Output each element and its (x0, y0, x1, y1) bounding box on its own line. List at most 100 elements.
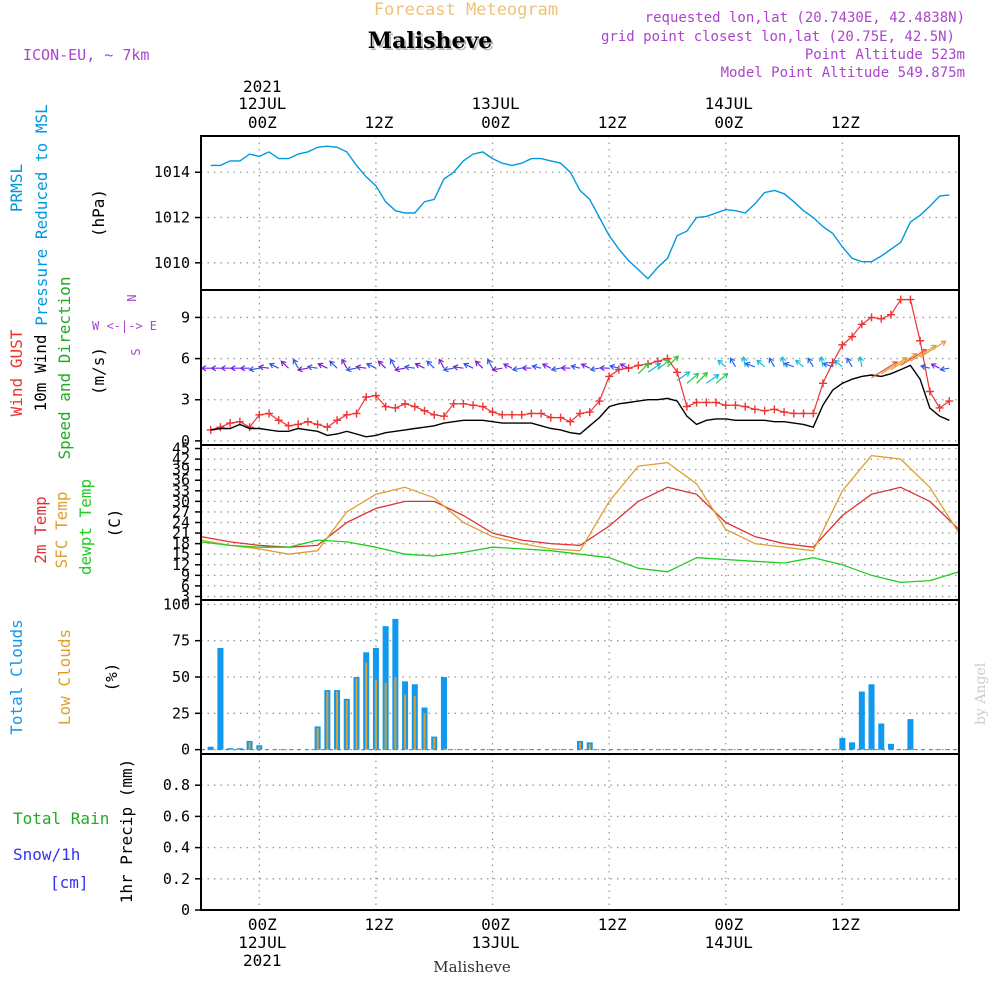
gust-marker (838, 340, 847, 349)
gust-marker (857, 320, 866, 329)
gust-marker (750, 405, 759, 414)
gust-marker (585, 408, 594, 417)
sfc-temp-label: SFC Temp (52, 491, 71, 568)
gust-marker (420, 406, 429, 415)
wind-direction-arrow (939, 366, 950, 373)
snow-label: Snow/1h (13, 845, 80, 864)
wind-direction-arrow (857, 355, 864, 367)
gust-marker (274, 416, 283, 425)
total-cloud-bar (839, 738, 846, 750)
gust-marker (216, 423, 225, 432)
compass-west-east: W <-|-> E (92, 319, 157, 333)
top-hour-label: 00Z (714, 113, 743, 132)
gust-marker (935, 403, 944, 412)
wind-direction-arrow (619, 363, 629, 369)
gust-marker (634, 361, 643, 370)
wind-direction-arrow (676, 371, 691, 381)
wind-direction-arrow (818, 355, 825, 367)
wind-direction-arrow (491, 366, 503, 373)
low-cloud-bar (588, 743, 591, 750)
top-day-label: 13JUL (471, 94, 519, 113)
wind-direction-arrow (833, 359, 843, 368)
panel-frame (200, 753, 960, 911)
wind-direction-arrow (341, 358, 348, 369)
bottom-hour-label: 00Z (714, 915, 743, 934)
gust-marker (546, 413, 555, 422)
wind-direction-arrow (414, 362, 425, 369)
bottom-hour-label: 12Z (364, 915, 393, 934)
low-clouds-label: Low Clouds (55, 629, 74, 725)
precip-unit: 1hr Precip (mm) (117, 759, 136, 904)
low-cloud-bar (413, 695, 416, 750)
wind-direction-arrow (550, 366, 561, 373)
wind-direction-arrow (608, 363, 620, 370)
gust-marker (323, 423, 332, 432)
gust-marker (439, 412, 448, 421)
low-cloud-bar (384, 682, 387, 750)
gust-marker (410, 402, 419, 411)
wind-direction-arrow (560, 364, 571, 372)
gust-marker (741, 402, 750, 411)
y-tick-label: 24 (172, 514, 190, 532)
gust-marker (478, 402, 487, 411)
y-tick-label: 0.8 (163, 776, 190, 794)
wind-direction-arrow (394, 366, 406, 373)
gust-marker (255, 410, 264, 419)
model-point-altitude: Model Point Altitude 549.875m (721, 65, 965, 81)
gust-marker (916, 336, 925, 345)
wind-direction-arrow (329, 360, 338, 369)
top-day-label: 14JUL (705, 94, 753, 113)
y-tick-label: 21 (172, 524, 190, 542)
wind-direction-arrow (919, 363, 930, 370)
credit: by Angel (973, 662, 989, 725)
y-tick-label: 75 (172, 632, 190, 650)
y-tick-label: 100 (163, 595, 190, 613)
gust-marker (906, 295, 915, 304)
top-hour-label: 12Z (598, 113, 627, 132)
gust-marker (498, 410, 507, 419)
wind-direction-arrow (657, 359, 671, 371)
gust-marker (886, 310, 895, 319)
bottom-time-axis: 00Z 12Z 00Z 12Z 00Z 12Z 12JUL 13JUL 14JUL 2021 (238, 915, 860, 970)
gust-marker (469, 401, 478, 410)
gust-marker (566, 417, 575, 426)
wind-direction-arrow (220, 365, 231, 372)
gust-marker (507, 410, 516, 419)
bottom-hour-label: 00Z (481, 915, 510, 934)
low-cloud-bar (442, 748, 445, 750)
gust-marker (760, 406, 769, 415)
wind-direction-arrow (637, 362, 650, 375)
wind-direction-arrow (268, 362, 279, 369)
total-cloud-bar (887, 743, 894, 750)
wind-direction-arrow (502, 363, 513, 369)
wind-direction-arrow (705, 374, 720, 384)
y-tick-label: 6 (181, 350, 190, 368)
total-cloud-bar (878, 723, 885, 750)
y-tick-label: 18 (172, 535, 190, 553)
gust-marker (401, 399, 410, 408)
wind-direction-arrow (599, 364, 610, 372)
total-cloud-bar (236, 748, 243, 750)
wind-direction-arrow (696, 371, 709, 384)
top-hour-label: 00Z (248, 113, 277, 132)
temp-line (200, 486, 960, 548)
panel-pressure: 1010 1012 1014 (154, 135, 960, 291)
gust-marker (605, 372, 614, 381)
wind-direction-arrow (589, 366, 600, 373)
gust-marker (294, 420, 303, 429)
wind-direction-arrow (200, 365, 211, 372)
wind-direction-arrow (647, 363, 662, 373)
y-tick-label: 0.4 (163, 839, 190, 857)
panels: 1010101210140369369121518212427303336394… (7, 104, 960, 919)
wind-label: 10m Wind (31, 334, 50, 411)
gust-marker (352, 409, 361, 418)
total-cloud-bar (858, 691, 865, 750)
y-tick-label: 50 (172, 668, 190, 686)
wind-direction-arrow (403, 364, 415, 371)
wind-direction-arrow (463, 362, 474, 369)
wind-direction-arrow (521, 364, 532, 372)
wind-direction-arrow (474, 360, 484, 369)
top-day-label: 12JUL (238, 94, 286, 113)
